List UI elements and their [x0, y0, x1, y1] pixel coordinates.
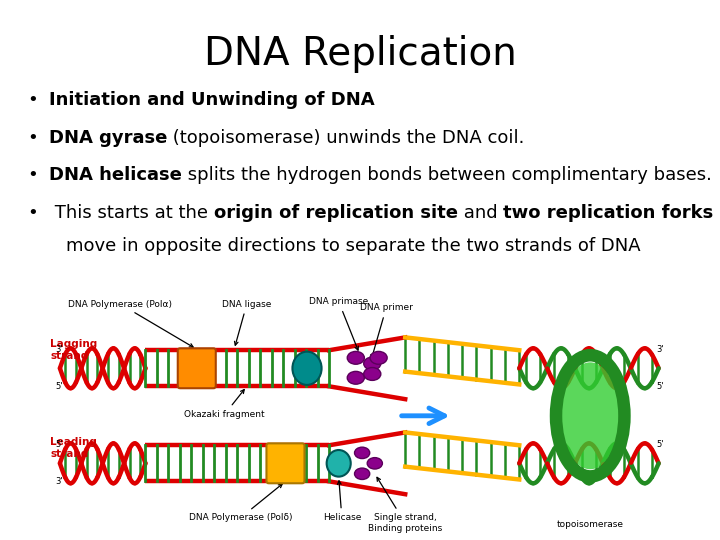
Text: splits the hydrogen bonds between complimentary bases.: splits the hydrogen bonds between compli… [182, 166, 711, 185]
Circle shape [347, 352, 364, 365]
Circle shape [370, 352, 387, 365]
Circle shape [354, 468, 370, 480]
Ellipse shape [292, 352, 322, 385]
Text: DNA helicase: DNA helicase [49, 166, 182, 185]
Text: 5': 5' [656, 440, 664, 449]
Text: Lagging
strand: Lagging strand [50, 340, 98, 361]
Text: Helicase: Helicase [323, 481, 361, 522]
Text: •: • [27, 166, 38, 185]
Ellipse shape [327, 450, 351, 477]
Text: 5': 5' [55, 440, 63, 449]
Text: 3': 3' [656, 345, 664, 354]
Text: Okazaki fragment: Okazaki fragment [184, 389, 265, 418]
Text: 5': 5' [55, 382, 63, 391]
FancyBboxPatch shape [266, 443, 305, 483]
Text: topoisomerase: topoisomerase [557, 519, 624, 529]
Text: DNA primase: DNA primase [309, 297, 369, 350]
Text: •: • [27, 91, 38, 109]
Text: DNA ligase: DNA ligase [222, 300, 271, 345]
Text: •: • [27, 129, 38, 147]
Text: two replication forks: two replication forks [503, 204, 714, 222]
Text: Leading
strand: Leading strand [50, 437, 97, 459]
Text: origin of replication site: origin of replication site [214, 204, 458, 222]
Text: Initiation and Unwinding of DNA: Initiation and Unwinding of DNA [49, 91, 374, 109]
Text: This starts at the: This starts at the [49, 204, 214, 222]
Text: DNA primer: DNA primer [360, 303, 413, 359]
Text: Single strand,
Binding proteins: Single strand, Binding proteins [368, 477, 442, 533]
Text: (topoisomerase) unwinds the DNA coil.: (topoisomerase) unwinds the DNA coil. [167, 129, 525, 147]
Text: 3': 3' [55, 477, 63, 486]
Text: 3': 3' [55, 345, 63, 354]
Text: •: • [27, 204, 38, 222]
Text: DNA gyrase: DNA gyrase [49, 129, 167, 147]
Text: 5': 5' [656, 382, 664, 391]
Circle shape [364, 368, 381, 380]
Circle shape [347, 372, 364, 384]
Text: move in opposite directions to separate the two strands of DNA: move in opposite directions to separate … [66, 237, 641, 255]
Text: DNA Polymerase (Polδ): DNA Polymerase (Polδ) [189, 484, 292, 522]
Circle shape [364, 357, 381, 370]
Text: DNA Polymerase (Polα): DNA Polymerase (Polα) [68, 300, 193, 347]
Ellipse shape [561, 362, 619, 469]
FancyBboxPatch shape [178, 348, 216, 388]
Circle shape [354, 447, 370, 458]
Text: and: and [458, 204, 503, 222]
Text: DNA Replication: DNA Replication [204, 35, 516, 73]
Circle shape [367, 457, 382, 469]
